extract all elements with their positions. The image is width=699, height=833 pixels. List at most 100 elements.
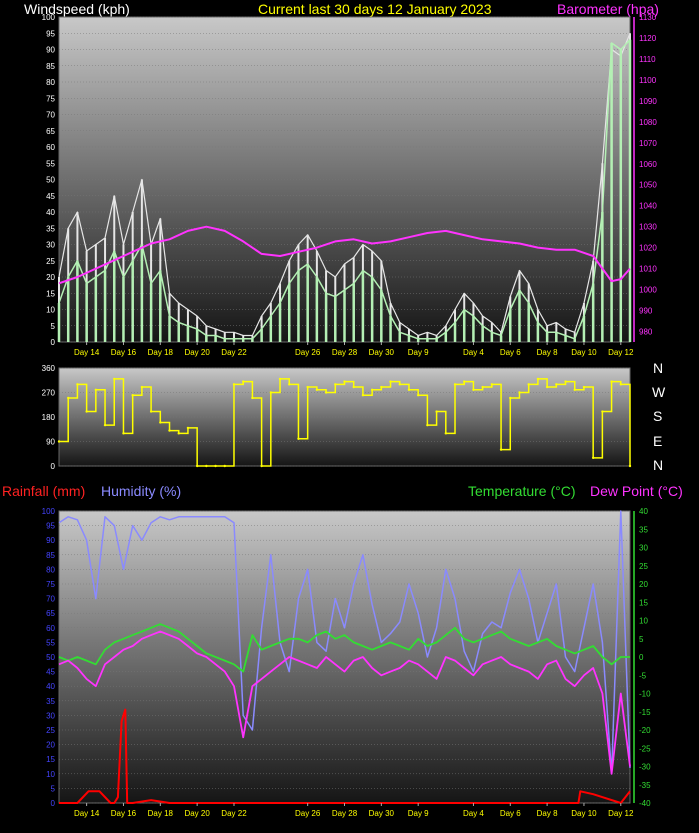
direction-segment — [565, 380, 576, 390]
direction-point — [361, 394, 365, 397]
direction-segment — [298, 387, 309, 440]
x-tick-label: Day 26 — [295, 809, 321, 818]
direction-segment — [381, 381, 392, 388]
x-tick-label: Day 18 — [148, 348, 174, 357]
direction-segment — [160, 421, 171, 431]
climate-y-tick-label: 5 — [51, 784, 56, 793]
direction-series — [57, 377, 632, 468]
direction-point — [601, 410, 604, 413]
direction-point — [269, 391, 273, 394]
climate-y-tick-label: 70 — [46, 595, 55, 604]
direction-y-tick-label: 360 — [42, 364, 56, 373]
x-tick-label: Day 9 — [408, 809, 429, 818]
direction-y-tick-label: 90 — [46, 438, 55, 447]
climate-y-tick-label: 15 — [46, 755, 55, 764]
direction-segment — [261, 392, 272, 467]
wind-y-tick-label: 20 — [46, 273, 55, 282]
direction-point — [140, 385, 144, 389]
temperature-y-tick-label: 10 — [639, 617, 648, 626]
wind-y-tick-label: 0 — [51, 338, 56, 347]
wind-gust-line — [58, 33, 631, 337]
barometer-y-ticks: 980 990 1000 1010 1020 1030 1040 1050 1060 1070 10… — [633, 13, 657, 342]
wind-x-ticks: Day 14 Day 16 Day 18 Day 20 Day 22 Day 26 Day … — [74, 342, 634, 357]
barometer-y-tick-label: 1040 — [639, 202, 657, 211]
x-tick-label: Day 6 — [500, 348, 521, 357]
barometer-y-tick-label: 1050 — [639, 181, 657, 190]
temperature-y-tick-label: 15 — [639, 598, 648, 607]
direction-segment — [114, 378, 125, 434]
direction-point — [370, 388, 374, 391]
barometer-y-tick-label: 1070 — [639, 139, 657, 148]
wind-y-tick-label: 65 — [46, 127, 55, 136]
wind-y-tick-label: 40 — [46, 208, 55, 217]
x-tick-label: Day 4 — [463, 348, 484, 357]
dewpoint-axis-title: Dew Point (°C) — [590, 483, 683, 499]
climate-y-tick-label: 85 — [46, 551, 55, 560]
direction-segment — [77, 383, 88, 412]
wind-y-tick-label: 30 — [46, 241, 55, 250]
barometer-y-tick-label: 1080 — [639, 118, 657, 127]
direction-y-tick-label: 0 — [51, 462, 56, 471]
wind-y-tick-label: 45 — [46, 192, 55, 201]
x-tick-label: Day 20 — [184, 348, 210, 357]
x-tick-label: Day 16 — [111, 809, 137, 818]
direction-segment — [602, 381, 613, 413]
direction-point — [610, 380, 613, 383]
direction-segment — [68, 384, 79, 399]
direction-point — [472, 388, 475, 391]
climate-y-tick-label: 35 — [46, 697, 55, 706]
chart-title: Current last 30 days 12 January 2023 — [258, 1, 492, 17]
direction-segment — [289, 383, 300, 439]
direction-point — [205, 464, 208, 468]
wind-y-tick-label: 15 — [46, 289, 55, 298]
climate-y-tick-label: 50 — [46, 653, 55, 662]
climate-y-tick-label: 100 — [42, 507, 56, 516]
direction-segment — [141, 386, 152, 412]
wind-axis-title: Windspeed (kph) — [24, 1, 130, 17]
direction-segment — [491, 383, 502, 450]
x-tick-label: Day 28 — [332, 809, 358, 818]
direction-segment — [178, 427, 189, 435]
temperature-y-tick-label: 5 — [639, 635, 644, 644]
direction-point — [306, 385, 309, 389]
direction-point — [426, 423, 429, 427]
direction-point — [398, 383, 401, 386]
temperature-y-tick-label: -40 — [639, 799, 651, 808]
direction-point — [278, 377, 282, 381]
direction-segment — [132, 387, 143, 396]
wind-y-tick-label: 55 — [46, 159, 55, 168]
direction-point — [509, 396, 512, 400]
direction-point — [260, 464, 263, 468]
barometer-y-tick-label: 1020 — [639, 244, 657, 253]
climate-y-ticks: 0 5 10 15 20 25 30 35 40 45 50 55 60 65 70 75 80 85 90 95 10… — [42, 507, 56, 808]
climate-y-tick-label: 25 — [46, 726, 55, 735]
temperature-y-tick-label: -20 — [639, 726, 651, 735]
x-tick-label: Day 18 — [148, 809, 174, 818]
temperature-line — [58, 623, 630, 673]
direction-point — [380, 385, 383, 389]
wind-average-line — [58, 39, 631, 340]
climate-series — [58, 510, 631, 804]
direction-segment — [224, 384, 235, 467]
temperature-y-tick-label: -10 — [639, 690, 651, 699]
x-tick-label: Day 12 — [608, 809, 634, 818]
direction-point — [527, 383, 530, 386]
direction-point — [416, 394, 420, 397]
direction-segment — [105, 378, 116, 426]
direction-segment — [501, 397, 512, 451]
barometer-y-tick-label: 1000 — [639, 286, 657, 295]
direction-point — [463, 380, 466, 383]
direction-segment — [280, 378, 290, 385]
direction-point — [481, 385, 484, 389]
climate-x-ticks: Day 14 Day 16 Day 18 Day 20 Day 22 Day 26 Day … — [74, 803, 634, 818]
direction-point — [555, 383, 558, 386]
temperature-y-tick-label: -15 — [639, 708, 651, 717]
compass-label-w: W — [652, 384, 666, 400]
direction-segment — [353, 386, 364, 396]
direction-point — [57, 440, 61, 443]
direction-point — [444, 432, 448, 435]
temperature-y-tick-label: 30 — [639, 544, 648, 553]
direction-point — [67, 396, 70, 400]
climate-y-tick-label: 20 — [46, 741, 55, 750]
